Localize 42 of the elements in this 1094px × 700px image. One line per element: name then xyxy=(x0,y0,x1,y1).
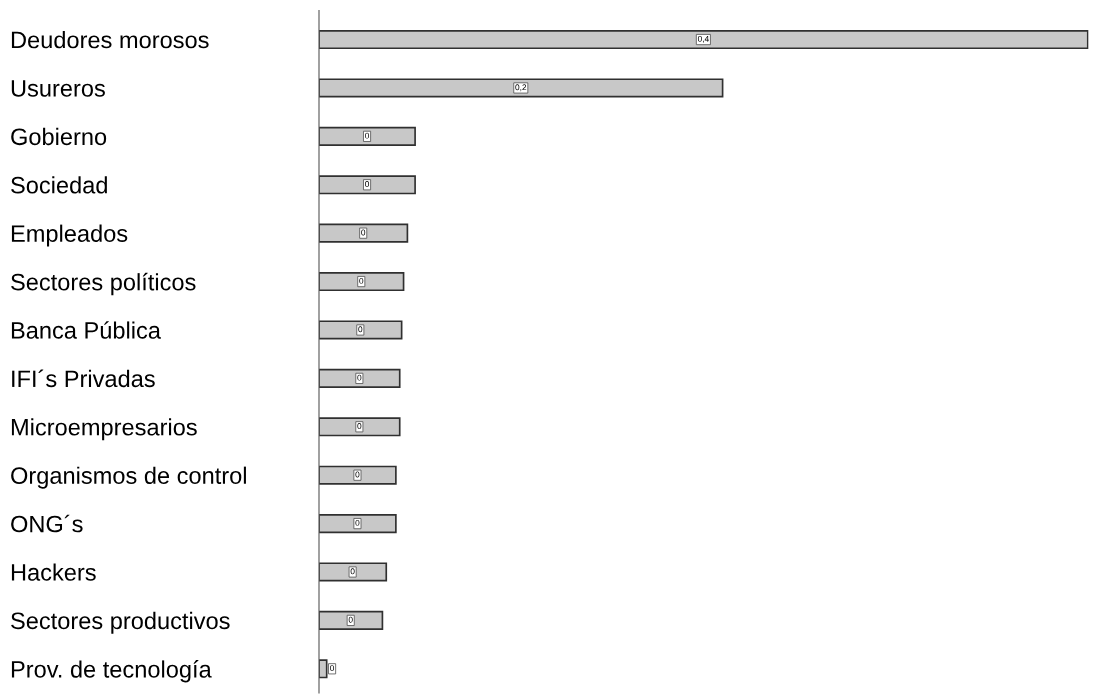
y-tick-label: Prov. de tecnología xyxy=(11,660,212,683)
y-tick-label: Usureros xyxy=(11,80,105,97)
y-tick-label: Empleados xyxy=(11,224,128,247)
y-tick-label: Banca Pública xyxy=(11,321,161,339)
data-label: 0 xyxy=(355,471,360,478)
bar xyxy=(319,562,388,582)
bar xyxy=(319,368,401,388)
bar xyxy=(319,659,328,679)
bar xyxy=(319,175,416,195)
data-label: 0 xyxy=(365,132,370,139)
bar xyxy=(319,78,724,98)
y-tick-label: ONG´s xyxy=(11,514,83,533)
y-tick-label: Organismos de control xyxy=(11,466,246,489)
y-tick-label: Sociedad xyxy=(11,176,107,194)
bar xyxy=(319,223,409,243)
data-label: 0 xyxy=(365,181,370,187)
bar xyxy=(319,29,1089,50)
y-tick-label: Gobierno xyxy=(11,127,107,146)
bar xyxy=(319,126,416,146)
bar xyxy=(319,417,401,437)
bar xyxy=(319,514,397,534)
data-label: 0 xyxy=(357,423,362,430)
data-label: 0 xyxy=(348,616,353,623)
data-label: 0 xyxy=(350,568,355,575)
bar xyxy=(319,320,403,340)
data-label: 0 xyxy=(330,665,335,672)
y-tick-label: Sectores productivos xyxy=(11,611,230,634)
data-label: 0 xyxy=(361,229,366,236)
data-label: 0,4 xyxy=(697,35,709,43)
y-tick-label: Hackers xyxy=(11,563,96,581)
y-tick-label: Deudores morosos xyxy=(11,30,209,49)
y-tick-label: Sectores políticos xyxy=(11,272,196,296)
bar xyxy=(319,610,384,630)
bar xyxy=(319,465,397,485)
y-tick-label: IFI´s Privadas xyxy=(12,369,155,388)
data-label: 0 xyxy=(359,277,364,284)
data-label: 0 xyxy=(357,374,362,381)
data-label: 0,2 xyxy=(515,84,527,92)
bar xyxy=(319,272,405,292)
data-label: 0 xyxy=(358,326,363,333)
data-label: 0 xyxy=(355,519,360,526)
y-tick-label: Microempresarios xyxy=(11,418,197,441)
